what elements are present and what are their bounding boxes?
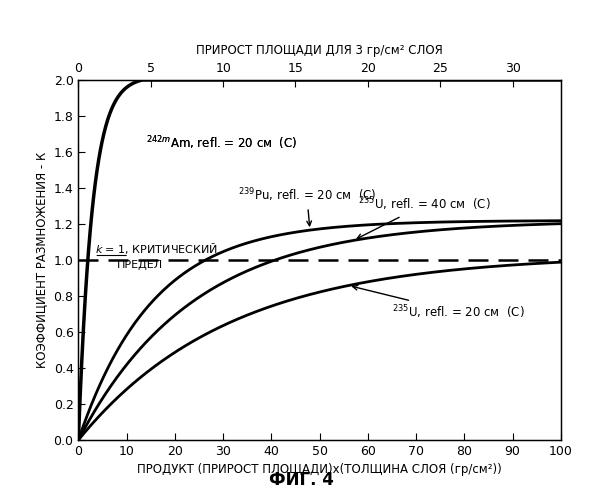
X-axis label: ПРОДУКТ (ПРИРОСТ ПЛОЩАДИ)х(ТОЛЩИНА СЛОЯ (гр/см²)): ПРОДУКТ (ПРИРОСТ ПЛОЩАДИ)х(ТОЛЩИНА СЛОЯ …: [137, 464, 502, 476]
Text: $^{239}$Pu, refl. = 20 см  (C): $^{239}$Pu, refl. = 20 см (C): [238, 186, 376, 226]
Text: $^{235}$U, refl. = 40 см  (C): $^{235}$U, refl. = 40 см (C): [357, 196, 491, 238]
Text: $^{235}$U, refl. = 20 см  (C): $^{235}$U, refl. = 20 см (C): [353, 286, 525, 322]
Text: ПРЕДЕЛ: ПРЕДЕЛ: [117, 260, 163, 270]
Text: $\mathit{k}$ = 1, КРИТИЧЕСКИЙ: $\mathit{k}$ = 1, КРИТИЧЕСКИЙ: [95, 241, 218, 256]
Text: $^{242m}$Am, refl. = 20 см  (C): $^{242m}$Am, refl. = 20 см (C): [146, 134, 297, 152]
Text: $^{242m}$Am, refl. = 20 см  (C): $^{242m}$Am, refl. = 20 см (C): [146, 134, 297, 152]
Text: ФИГ. 4: ФИГ. 4: [269, 471, 334, 489]
Y-axis label: КОЭФФИЦИЕНТ РАЗМНОЖЕНИЯ - К: КОЭФФИЦИЕНТ РАЗМНОЖЕНИЯ - К: [35, 152, 48, 368]
X-axis label: ПРИРОСТ ПЛОЩАДИ ДЛЯ 3 гр/см² СЛОЯ: ПРИРОСТ ПЛОЩАДИ ДЛЯ 3 гр/см² СЛОЯ: [196, 44, 443, 57]
